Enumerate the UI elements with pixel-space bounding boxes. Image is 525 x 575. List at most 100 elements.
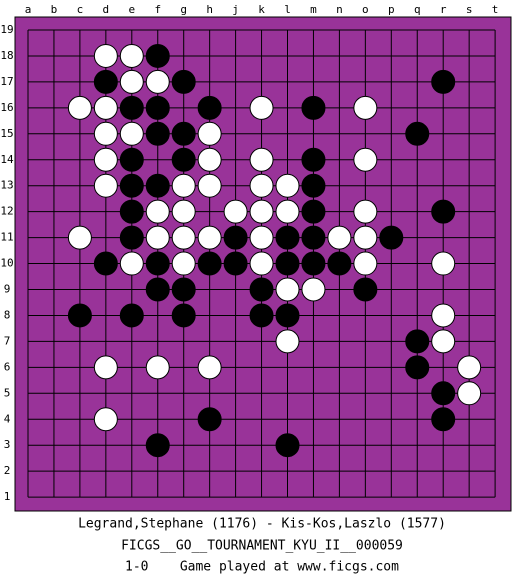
black-stone <box>119 225 144 250</box>
black-stone <box>145 277 170 302</box>
black-stone <box>301 199 326 224</box>
black-stone <box>145 121 170 146</box>
row-label: 7 <box>4 334 11 347</box>
black-stone <box>405 121 430 146</box>
row-label: 18 <box>0 49 13 62</box>
black-stone <box>119 303 144 328</box>
column-label: f <box>154 3 161 16</box>
black-stone <box>171 69 196 94</box>
white-stone <box>93 173 118 198</box>
row-label: 8 <box>4 308 11 321</box>
row-label: 15 <box>0 127 13 140</box>
column-label: p <box>388 3 395 16</box>
black-stone <box>301 225 326 250</box>
black-stone <box>93 69 118 94</box>
stones <box>67 43 482 458</box>
black-stone <box>431 407 456 432</box>
black-stone <box>145 43 170 68</box>
black-stone <box>249 277 274 302</box>
white-stone <box>171 199 196 224</box>
column-label: g <box>180 3 187 16</box>
black-stone <box>171 303 196 328</box>
event: FICGS__GO__TOURNAMENT_KYU_II__000059 <box>121 539 403 554</box>
white-stone <box>119 43 144 68</box>
row-label: 10 <box>0 257 13 270</box>
black-stone <box>327 251 352 276</box>
white-stone <box>93 95 118 120</box>
black-stone <box>275 251 300 276</box>
white-stone <box>197 147 222 172</box>
white-stone <box>249 199 274 224</box>
black-stone <box>431 199 456 224</box>
white-stone <box>171 251 196 276</box>
white-stone <box>197 355 222 380</box>
white-stone <box>431 251 456 276</box>
white-stone <box>301 277 326 302</box>
black-stone <box>119 199 144 224</box>
black-stone <box>275 433 300 458</box>
black-stone <box>119 147 144 172</box>
black-stone <box>431 69 456 94</box>
white-stone <box>327 225 352 250</box>
column-label: n <box>336 3 343 16</box>
row-label: 19 <box>0 23 13 36</box>
white-stone <box>275 199 300 224</box>
column-label: c <box>77 3 84 16</box>
white-stone <box>353 147 378 172</box>
black-stone <box>275 225 300 250</box>
row-label: 17 <box>0 75 13 88</box>
white-stone <box>249 95 274 120</box>
column-label: m <box>310 3 317 16</box>
black-stone <box>223 251 248 276</box>
white-stone <box>353 199 378 224</box>
row-label: 9 <box>4 283 11 296</box>
black-stone <box>353 277 378 302</box>
white-stone <box>275 277 300 302</box>
white-stone <box>249 173 274 198</box>
black-stone <box>197 251 222 276</box>
white-stone <box>145 355 170 380</box>
white-stone <box>275 329 300 354</box>
row-label: 13 <box>0 179 13 192</box>
black-stone <box>431 381 456 406</box>
black-stone <box>223 225 248 250</box>
players: Legrand,Stephane (1176) - Kis-Kos,Laszlo… <box>78 517 446 532</box>
column-label: k <box>258 3 265 16</box>
column-label: q <box>414 3 421 16</box>
black-stone <box>405 329 430 354</box>
black-stone <box>93 251 118 276</box>
black-stone <box>301 95 326 120</box>
white-stone <box>67 95 92 120</box>
white-stone <box>275 173 300 198</box>
black-stone <box>145 95 170 120</box>
row-label: 11 <box>0 231 13 244</box>
white-stone <box>93 43 118 68</box>
row-label: 2 <box>4 464 11 477</box>
white-stone <box>249 251 274 276</box>
column-label: a <box>25 3 32 16</box>
black-stone <box>171 277 196 302</box>
black-stone <box>145 251 170 276</box>
black-stone <box>145 433 170 458</box>
black-stone <box>171 147 196 172</box>
black-stone <box>301 173 326 198</box>
white-stone <box>145 69 170 94</box>
black-stone <box>379 225 404 250</box>
row-label: 5 <box>4 386 11 399</box>
white-stone <box>93 407 118 432</box>
row-label: 1 <box>4 490 11 503</box>
column-label: s <box>466 3 473 16</box>
row-label: 14 <box>0 153 14 166</box>
row-label: 16 <box>0 101 13 114</box>
white-stone <box>119 121 144 146</box>
white-stone <box>171 173 196 198</box>
white-stone <box>353 225 378 250</box>
white-stone <box>249 225 274 250</box>
row-label: 6 <box>4 360 11 373</box>
column-label: t <box>492 3 499 16</box>
white-stone <box>249 147 274 172</box>
white-stone <box>457 355 482 380</box>
coordinates: a b c d e f g h j k l m n o p q r s t191817161514131211109… <box>0 3 498 503</box>
black-stone <box>249 303 274 328</box>
